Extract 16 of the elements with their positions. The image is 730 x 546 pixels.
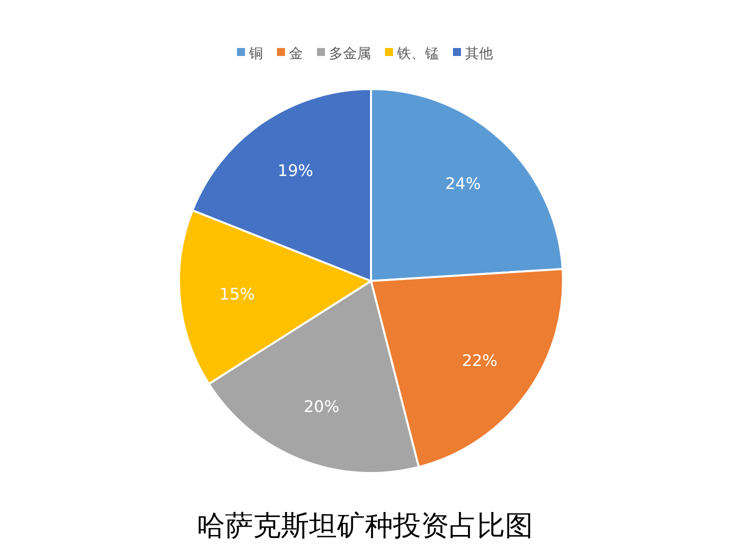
data-label: 15% bbox=[219, 284, 255, 304]
pie-slice bbox=[370, 88, 564, 282]
data-label: 22% bbox=[462, 351, 498, 370]
data-label: 19% bbox=[278, 160, 314, 180]
legend-label: 铁、锰 bbox=[396, 46, 439, 62]
pie-slice bbox=[370, 268, 564, 468]
data-label: 24% bbox=[445, 174, 481, 194]
text: 哈萨克斯坦矿种投资占比图 bbox=[197, 511, 533, 542]
data-label: 20% bbox=[304, 396, 340, 416]
legend-label: 多金属 bbox=[329, 46, 371, 62]
legend-label: 金 bbox=[289, 46, 303, 62]
pie-slice bbox=[191, 88, 372, 282]
pie-slice bbox=[178, 209, 372, 385]
legend-label: 其他 bbox=[465, 46, 493, 62]
legend-label: 铜 bbox=[248, 46, 263, 62]
pie-slice bbox=[208, 280, 420, 474]
